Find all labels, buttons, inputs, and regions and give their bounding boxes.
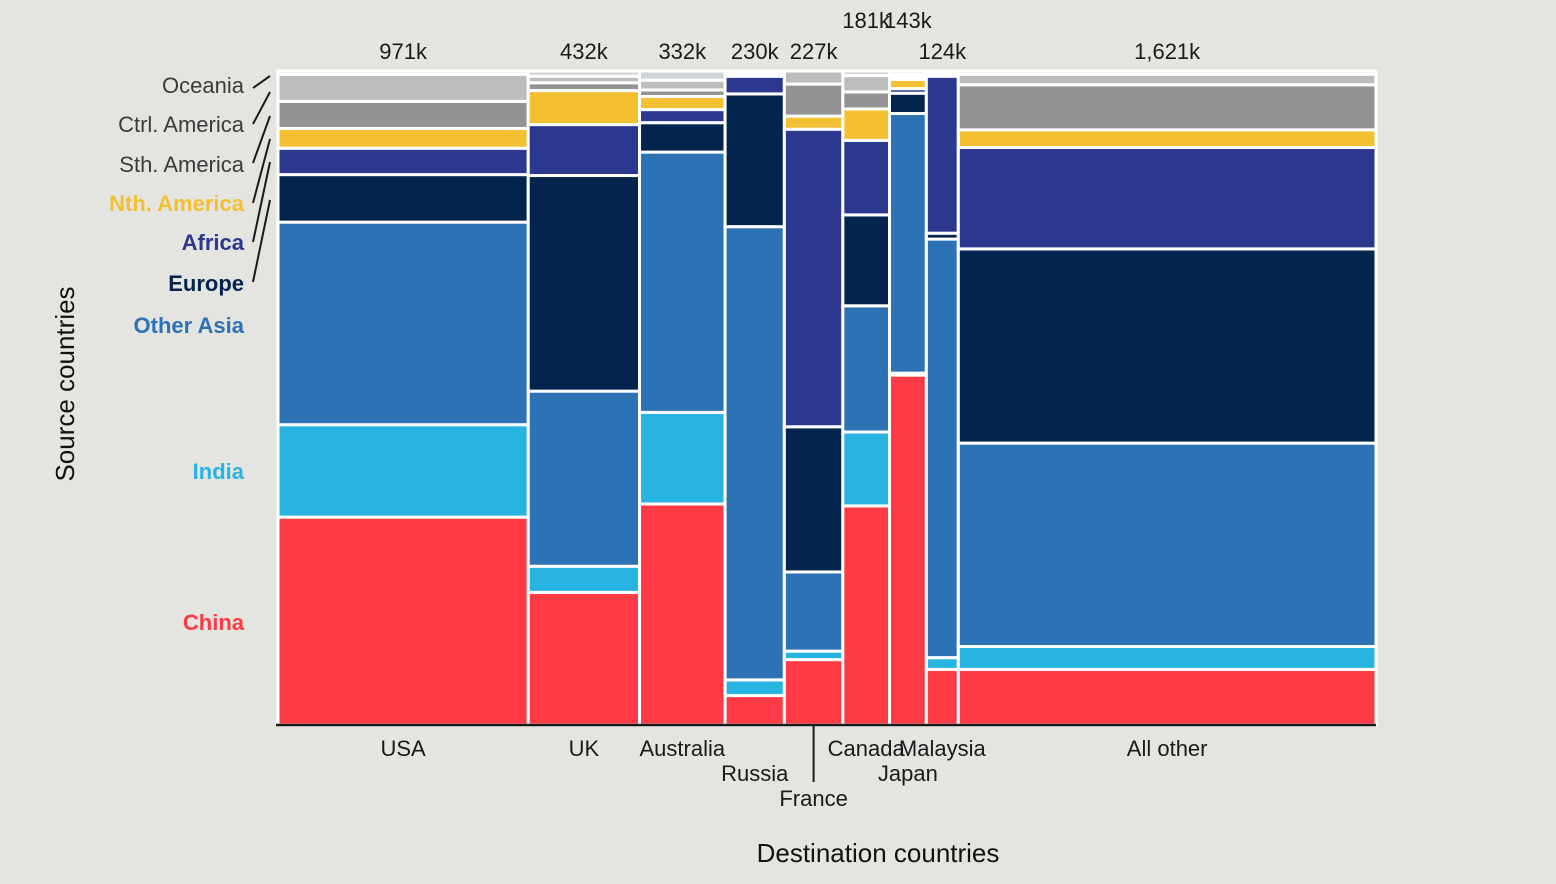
source-leader-line [252,199,271,283]
tile-france-sth-america [782,82,845,118]
source-label-nth-america: Nth. America [109,191,245,216]
source-leader-line [252,115,271,164]
total-label-russia: 230k [731,39,780,64]
tile-australia-other-asia [638,150,727,414]
tile-france-other-asia [782,570,845,653]
total-label-japan: 143k [884,8,933,33]
x-axis-label: Destination countries [757,838,1000,868]
tile-australia-africa [638,108,727,125]
tile-usa-ctrl-america [276,72,530,103]
tile-uk-nth-america [526,89,642,127]
destination-label-australia: Australia [640,736,726,761]
tile-canada-china [841,504,891,727]
source-label-ctrl-america: Ctrl. America [118,112,245,137]
plot-area [276,69,1378,727]
tile-australia-india [638,410,727,506]
source-label-europe: Europe [168,271,244,296]
tile-uk-other-asia [526,389,642,568]
tile-uk-china [526,590,642,727]
tile-japan-other-asia [887,112,928,375]
tile-uk-europe [526,174,642,393]
tile-usa-sth-america [276,99,530,130]
total-label-australia: 332k [658,39,707,64]
tile-uk-africa [526,123,642,178]
destination-label-japan: Japan [878,761,938,786]
tile-japan-europe [887,91,928,116]
tile-all-other-ctrl-america [956,72,1378,87]
tile-all-other-nth-america [956,128,1378,150]
tile-russia-africa [723,74,786,96]
tile-malaysia-africa [924,74,960,235]
source-label-sth-america: Sth. America [119,152,244,177]
tile-russia-china [723,694,786,727]
source-leader-line [252,138,271,204]
source-leader-line [252,161,271,243]
source-label-africa: Africa [182,230,245,255]
source-label-india: India [193,459,245,484]
tile-usa-europe [276,173,530,224]
destination-label-france: France [779,786,847,811]
total-label-canada: 181k [842,8,891,33]
tile-canada-africa [841,138,891,217]
destination-label-usa: USA [380,736,426,761]
tile-malaysia-other-asia [924,237,960,660]
source-label-china: China [183,610,245,635]
tile-usa-china [276,515,530,727]
tile-usa-africa [276,146,530,177]
total-label-uk: 432k [560,39,609,64]
tile-canada-nth-america [841,107,891,142]
tile-russia-europe [723,92,786,229]
tile-canada-sth-america [841,90,891,111]
tile-usa-india [276,423,530,519]
destination-label-all-other: All other [1127,736,1208,761]
tile-australia-nth-america [638,95,727,112]
source-leader-line [252,75,271,89]
tile-all-other-india [956,645,1378,671]
tile-australia-china [638,502,727,727]
tile-japan-china [887,373,928,727]
total-label-all-other: 1,621k [1134,39,1201,64]
tile-france-nth-america [782,114,845,131]
tile-all-other-europe [956,247,1378,445]
destination-label-russia: Russia [721,761,789,786]
tile-russia-other-asia [723,225,786,682]
destination-label-uk: UK [569,736,600,761]
tile-all-other-sth-america [956,83,1378,132]
total-label-malaysia: 124k [918,39,967,64]
tile-canada-ctrl-america [841,74,891,94]
tile-russia-india [723,678,786,698]
destination-label-malaysia: Malaysia [899,736,987,761]
tile-france-africa [782,127,845,429]
destination-label-canada: Canada [828,736,906,761]
tile-france-china [782,658,845,727]
tile-france-europe [782,425,845,574]
tile-malaysia-china [924,667,960,727]
tile-all-other-china [956,667,1378,727]
tile-usa-nth-america [276,126,530,150]
source-label-other-asia: Other Asia [134,313,245,338]
tile-canada-other-asia [841,304,891,434]
tile-australia-europe [638,121,727,154]
tile-usa-other-asia [276,220,530,427]
tile-malaysia-india [924,656,960,671]
tile-all-other-africa [956,146,1378,251]
total-label-france: 227k [790,39,839,64]
tile-canada-europe [841,213,891,308]
x-axis [276,723,1376,782]
y-axis-label: Source countries [50,286,80,481]
labels: 971k USA 432k UK 332k Australia 230k Russia 227k… [109,8,1207,811]
tile-all-other-other-asia [956,441,1378,649]
tile-uk-india [526,564,642,594]
source-label-oceania: Oceania [162,73,245,98]
tile-france-ctrl-america [782,69,845,86]
source-leader-line [252,91,271,125]
tile-canada-india [841,430,891,508]
total-label-usa: 971k [379,39,428,64]
